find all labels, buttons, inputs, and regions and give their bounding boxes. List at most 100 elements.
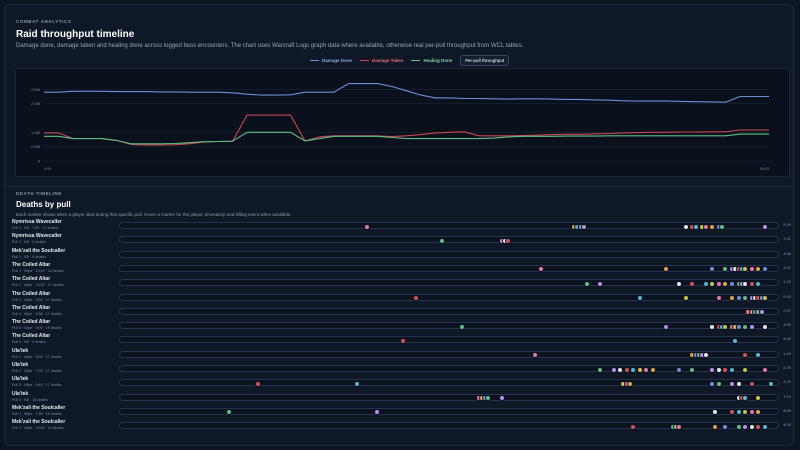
death-marker[interactable] xyxy=(439,237,446,244)
death-marker[interactable] xyxy=(353,380,360,387)
death-marker[interactable] xyxy=(676,366,683,373)
death-marker[interactable] xyxy=(728,409,735,416)
death-marker[interactable] xyxy=(742,295,749,301)
death-marker[interactable] xyxy=(709,323,716,330)
death-marker[interactable] xyxy=(702,352,709,359)
death-marker[interactable] xyxy=(748,423,755,430)
damage-taken-line[interactable] xyxy=(44,114,769,146)
death-marker[interactable] xyxy=(768,380,775,387)
death-marker[interactable] xyxy=(742,266,749,273)
death-marker[interactable] xyxy=(715,366,722,373)
death-marker[interactable] xyxy=(755,266,762,273)
death-marker[interactable] xyxy=(712,423,719,430)
death-marker[interactable] xyxy=(742,280,749,287)
death-marker[interactable] xyxy=(715,380,722,387)
death-marker[interactable] xyxy=(676,280,683,287)
death-marker[interactable] xyxy=(761,266,768,273)
death-marker[interactable] xyxy=(748,280,755,287)
death-marker[interactable] xyxy=(735,295,742,301)
death-marker[interactable] xyxy=(728,366,735,373)
legend-damage-taken[interactable]: Damage Taken xyxy=(360,58,403,63)
death-marker[interactable] xyxy=(719,223,726,230)
death-marker[interactable] xyxy=(715,280,722,287)
death-marker[interactable] xyxy=(709,280,716,287)
death-marker[interactable] xyxy=(748,380,755,387)
death-marker[interactable] xyxy=(722,266,729,273)
death-marker[interactable] xyxy=(485,395,492,402)
death-marker[interactable] xyxy=(255,380,262,387)
death-marker[interactable] xyxy=(584,280,591,287)
death-marker[interactable] xyxy=(709,380,716,387)
death-marker[interactable] xyxy=(538,266,545,273)
death-marker[interactable] xyxy=(742,352,749,359)
death-marker[interactable] xyxy=(755,280,762,287)
death-marker[interactable] xyxy=(630,366,637,373)
death-marker[interactable] xyxy=(505,237,512,244)
death-marker[interactable] xyxy=(689,280,696,287)
death-marker[interactable] xyxy=(498,395,505,402)
death-marker[interactable] xyxy=(649,366,656,373)
death-marker[interactable] xyxy=(643,366,650,373)
death-marker[interactable] xyxy=(225,409,232,416)
death-marker[interactable] xyxy=(732,337,739,344)
death-marker[interactable] xyxy=(712,409,719,416)
legend-damage-done[interactable]: Damage Done xyxy=(310,58,352,63)
death-marker[interactable] xyxy=(728,280,735,287)
death-marker[interactable] xyxy=(610,366,617,373)
death-marker[interactable] xyxy=(663,266,670,273)
death-marker[interactable] xyxy=(735,323,742,330)
death-marker[interactable] xyxy=(702,223,709,230)
death-marker[interactable] xyxy=(755,352,762,359)
death-marker[interactable] xyxy=(722,323,729,330)
death-marker[interactable] xyxy=(761,366,768,373)
death-marker[interactable] xyxy=(413,295,420,301)
death-marker[interactable] xyxy=(742,395,749,402)
death-marker[interactable] xyxy=(761,295,768,301)
per-pull-toggle-button[interactable]: Per-pull throughput xyxy=(460,55,510,66)
death-marker[interactable] xyxy=(755,395,762,402)
death-marker[interactable] xyxy=(735,380,742,387)
death-marker[interactable] xyxy=(626,380,633,387)
death-marker[interactable] xyxy=(761,323,768,330)
death-marker[interactable] xyxy=(722,366,729,373)
death-marker[interactable] xyxy=(363,223,370,230)
death-marker[interactable] xyxy=(636,366,643,373)
death-marker[interactable] xyxy=(702,280,709,287)
death-marker[interactable] xyxy=(748,323,755,330)
death-marker[interactable] xyxy=(758,309,765,316)
death-marker[interactable] xyxy=(742,423,749,430)
death-marker[interactable] xyxy=(663,323,670,330)
legend-healing-done[interactable]: Healing Done xyxy=(411,58,452,63)
death-marker[interactable] xyxy=(682,295,689,301)
healing-done-line[interactable] xyxy=(44,131,769,145)
death-marker[interactable] xyxy=(715,295,722,301)
death-marker[interactable] xyxy=(722,423,729,430)
death-marker[interactable] xyxy=(742,366,749,373)
death-marker[interactable] xyxy=(709,366,716,373)
death-marker[interactable] xyxy=(531,352,538,359)
death-marker[interactable] xyxy=(709,266,716,273)
death-marker[interactable] xyxy=(597,280,604,287)
death-marker[interactable] xyxy=(630,423,637,430)
death-marker[interactable] xyxy=(748,266,755,273)
death-marker[interactable] xyxy=(722,280,729,287)
death-marker[interactable] xyxy=(728,295,735,301)
death-marker[interactable] xyxy=(692,223,699,230)
death-marker[interactable] xyxy=(617,366,624,373)
death-marker[interactable] xyxy=(623,366,630,373)
death-marker[interactable] xyxy=(728,380,735,387)
death-marker[interactable] xyxy=(682,223,689,230)
death-marker[interactable] xyxy=(373,409,380,416)
death-marker[interactable] xyxy=(459,323,466,330)
death-marker[interactable] xyxy=(597,366,604,373)
death-marker[interactable] xyxy=(580,223,587,230)
death-marker[interactable] xyxy=(735,423,742,430)
death-marker[interactable] xyxy=(676,423,683,430)
death-marker[interactable] xyxy=(761,223,768,230)
death-marker[interactable] xyxy=(709,223,716,230)
death-marker[interactable] xyxy=(689,366,696,373)
death-marker[interactable] xyxy=(636,295,643,301)
death-marker[interactable] xyxy=(755,409,762,416)
death-marker[interactable] xyxy=(742,409,749,416)
damage-done-line[interactable] xyxy=(44,83,769,103)
